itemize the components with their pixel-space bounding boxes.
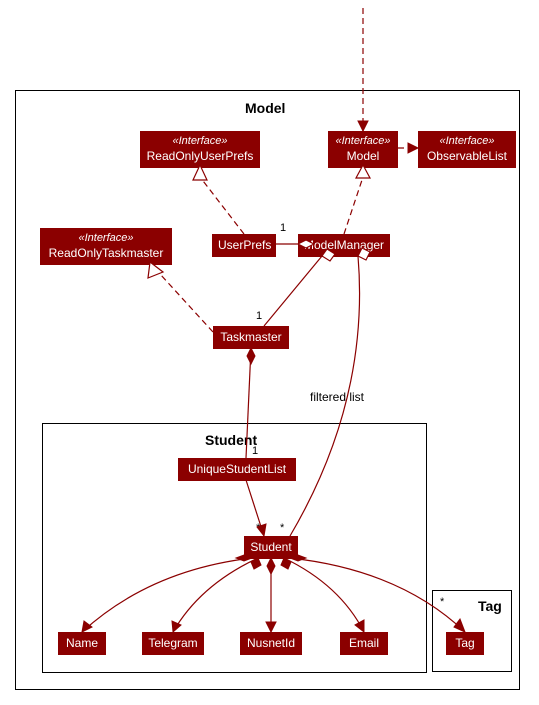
frame-model-label: Model	[245, 100, 285, 116]
label: ModelManager	[304, 238, 384, 252]
node-readonlytaskmaster: «Interface» ReadOnlyTaskmaster	[40, 228, 172, 265]
mult-tag-star: *	[440, 596, 444, 608]
mult-student-star-r: *	[280, 522, 284, 534]
label: Email	[349, 636, 379, 650]
node-modelmanager: ModelManager	[298, 234, 390, 257]
label: UserPrefs	[218, 238, 271, 252]
mult-student-star-l: *	[256, 522, 260, 534]
stereo: «Interface»	[46, 232, 166, 246]
label: Model	[347, 149, 380, 163]
label: Student	[250, 540, 291, 554]
node-userprefs: UserPrefs	[212, 234, 276, 257]
node-telegram: Telegram	[142, 632, 204, 655]
label: Tag	[455, 636, 474, 650]
node-taskmaster: Taskmaster	[213, 326, 289, 349]
label: UniqueStudentList	[188, 462, 286, 476]
node-email: Email	[340, 632, 388, 655]
node-observablelist: «Interface» ObservableList	[418, 131, 516, 168]
stereo: «Interface»	[146, 135, 254, 149]
frame-student-label: Student	[205, 432, 257, 448]
label: ObservableList	[427, 149, 507, 163]
node-tag: Tag	[446, 632, 484, 655]
node-model-interface: «Interface» Model	[328, 131, 398, 168]
mult-taskmaster-1: 1	[256, 310, 262, 322]
label: Telegram	[148, 636, 197, 650]
label: Taskmaster	[220, 330, 281, 344]
label: Name	[66, 636, 98, 650]
stereo: «Interface»	[424, 135, 510, 149]
label: ReadOnlyUserPrefs	[147, 149, 254, 163]
mult-usl-1: 1	[252, 445, 258, 457]
mult-userprefs-1: 1	[280, 222, 286, 234]
node-uniquestudentlist: UniqueStudentList	[178, 458, 296, 481]
label: ReadOnlyTaskmaster	[49, 246, 164, 260]
label-filtered-list: filtered list	[310, 390, 364, 404]
stereo: «Interface»	[334, 135, 392, 149]
node-readonlyuserprefs: «Interface» ReadOnlyUserPrefs	[140, 131, 260, 168]
frame-tag-label: Tag	[478, 598, 502, 614]
node-student: Student	[244, 536, 298, 559]
node-name: Name	[58, 632, 106, 655]
node-nusnetid: NusnetId	[240, 632, 302, 655]
label: NusnetId	[247, 636, 295, 650]
